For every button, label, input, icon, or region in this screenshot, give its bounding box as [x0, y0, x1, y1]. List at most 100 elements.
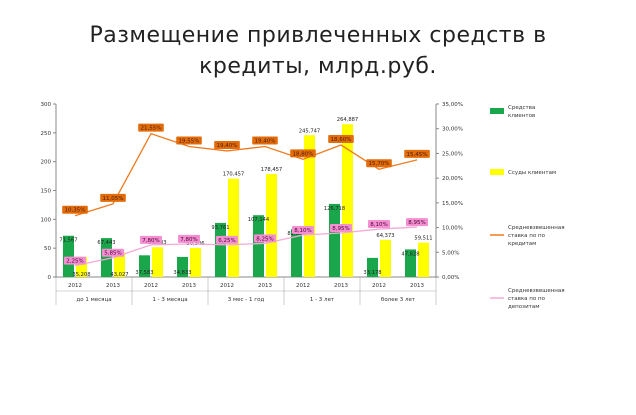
- legend-label: ставка по по: [508, 296, 546, 302]
- rate-label: 5,85%: [104, 251, 121, 257]
- rate-label: 19,40%: [255, 139, 276, 145]
- legend-label: Средневзвешенная: [508, 288, 565, 294]
- y-left-tick-label: 200: [41, 160, 52, 166]
- bar-value-label: 64,373: [376, 233, 394, 239]
- line-deposit-rate: [74, 226, 418, 267]
- y-right-tick-label: 10,00%: [442, 226, 463, 232]
- bar-value-label: 47,828: [401, 251, 419, 257]
- rate-label: 21,55%: [141, 126, 162, 132]
- rate-label-box: [102, 248, 124, 257]
- rate-label-box: [366, 159, 392, 168]
- line-loan-rate: [74, 132, 418, 217]
- bar-deposits: [367, 257, 378, 277]
- legend-label: ставка по по: [508, 233, 546, 239]
- bar-value-label: 82,896: [287, 231, 305, 237]
- rate-label: 19,40%: [217, 143, 238, 149]
- bar-deposits: [291, 229, 302, 277]
- rate-label: 8,25%: [256, 236, 273, 242]
- legend-label: Средства: [508, 105, 535, 111]
- rate-label: 15,45%: [407, 152, 428, 158]
- x-tick-label-year: 2013: [258, 283, 272, 289]
- rate-label: 7,80%: [142, 238, 159, 244]
- bar-deposits: [101, 238, 112, 277]
- bar-deposits: [329, 203, 340, 277]
- x-group-label: до 1 месяца: [76, 297, 111, 303]
- legend-label: кредитам: [508, 241, 536, 247]
- rate-label: 18,60%: [331, 137, 352, 143]
- rate-label-box: [290, 149, 316, 158]
- bar-value-label: 34,833: [173, 270, 191, 276]
- x-tick-label-year: 2013: [334, 283, 348, 289]
- bar-loans: [266, 174, 277, 277]
- bar-value-label: 245,747: [299, 128, 320, 134]
- y-right-tick-label: 5,00%: [442, 250, 459, 256]
- legend-label: Ссуды клиентам: [508, 170, 556, 176]
- y-right-tick-label: 25,00%: [442, 151, 463, 157]
- bar-loans: [304, 135, 315, 277]
- rate-label-box: [62, 205, 88, 214]
- x-group-label: 1 - 3 лет: [310, 297, 335, 303]
- chart-title-line2: кредиты, млрд.руб.: [199, 54, 437, 79]
- rate-label-box: [292, 225, 314, 234]
- x-tick-label-year: 2012: [372, 283, 386, 289]
- y-right-tick-label: 30,00%: [442, 127, 463, 133]
- bar-loans: [152, 247, 163, 277]
- y-left-tick-label: 250: [41, 131, 52, 137]
- chart-title: Размещение привлеченных средств в кредит…: [0, 20, 636, 82]
- bar-value-label: 264,887: [337, 117, 358, 123]
- y-right-tick-label: 15,00%: [442, 201, 463, 207]
- bar-deposits: [177, 256, 188, 277]
- x-tick-label-year: 2012: [144, 283, 158, 289]
- bar-value-label: 107,144: [248, 217, 270, 223]
- y-right-tick-label: 20,00%: [442, 176, 463, 182]
- bar-deposits: [253, 215, 264, 277]
- bar-value-label: 67,443: [97, 240, 115, 246]
- legend-label: Средневзвешенная: [508, 225, 565, 231]
- bar-deposits: [139, 255, 150, 277]
- x-tick-label-year: 2012: [68, 283, 82, 289]
- x-group-label: 1 - 3 месяца: [152, 297, 187, 303]
- legend-label: клиентов: [508, 113, 535, 119]
- rate-label-box: [138, 123, 164, 132]
- bar-loans: [380, 239, 391, 277]
- rate-label-box: [406, 218, 428, 227]
- bar-loans: [228, 178, 239, 277]
- x-group-label: 3 мес - 1 год: [228, 297, 265, 303]
- bar-value-label: 37,583: [135, 270, 153, 276]
- y-left-tick-label: 100: [41, 217, 52, 223]
- rate-label: 18,80%: [293, 151, 314, 157]
- rate-label-box: [64, 256, 86, 265]
- rate-label: 11,05%: [103, 196, 124, 202]
- bar-value-label: 93,761: [211, 225, 229, 231]
- rate-label-box: [254, 234, 276, 243]
- bar-value-label: 33,178: [363, 270, 381, 276]
- rate-label-box: [100, 193, 126, 202]
- y-left-tick-label: 150: [41, 189, 52, 195]
- bar-value-label: 59,511: [414, 236, 432, 242]
- rate-label-box: [330, 224, 352, 233]
- rate-label: 10,35%: [65, 208, 86, 214]
- rate-label-box: [216, 235, 238, 244]
- y-right-tick-label: 0,00%: [442, 275, 459, 281]
- x-tick-label-year: 2012: [220, 283, 234, 289]
- rate-label: 8,95%: [332, 226, 349, 232]
- rate-label: 2,25%: [66, 259, 83, 265]
- y-left-tick-label: 0: [48, 275, 52, 281]
- bar-deposits: [63, 235, 74, 277]
- rate-label: 8,10%: [294, 228, 311, 234]
- rate-label-box: [140, 235, 162, 244]
- bar-value-label: 43,027: [110, 272, 128, 278]
- rate-label-box: [176, 136, 202, 145]
- rate-label-box: [252, 136, 278, 145]
- rate-label-box: [368, 220, 390, 229]
- x-tick-label-year: 2013: [182, 283, 196, 289]
- bar-loans: [76, 256, 87, 277]
- rate-label: 15,70%: [369, 161, 390, 167]
- rate-label-box: [328, 135, 354, 144]
- bar-value-label: 178,457: [261, 167, 282, 173]
- x-tick-label-year: 2013: [106, 283, 120, 289]
- legend-label: депозитам: [508, 304, 539, 310]
- bar-loans: [418, 242, 429, 277]
- bar-loans: [342, 124, 353, 277]
